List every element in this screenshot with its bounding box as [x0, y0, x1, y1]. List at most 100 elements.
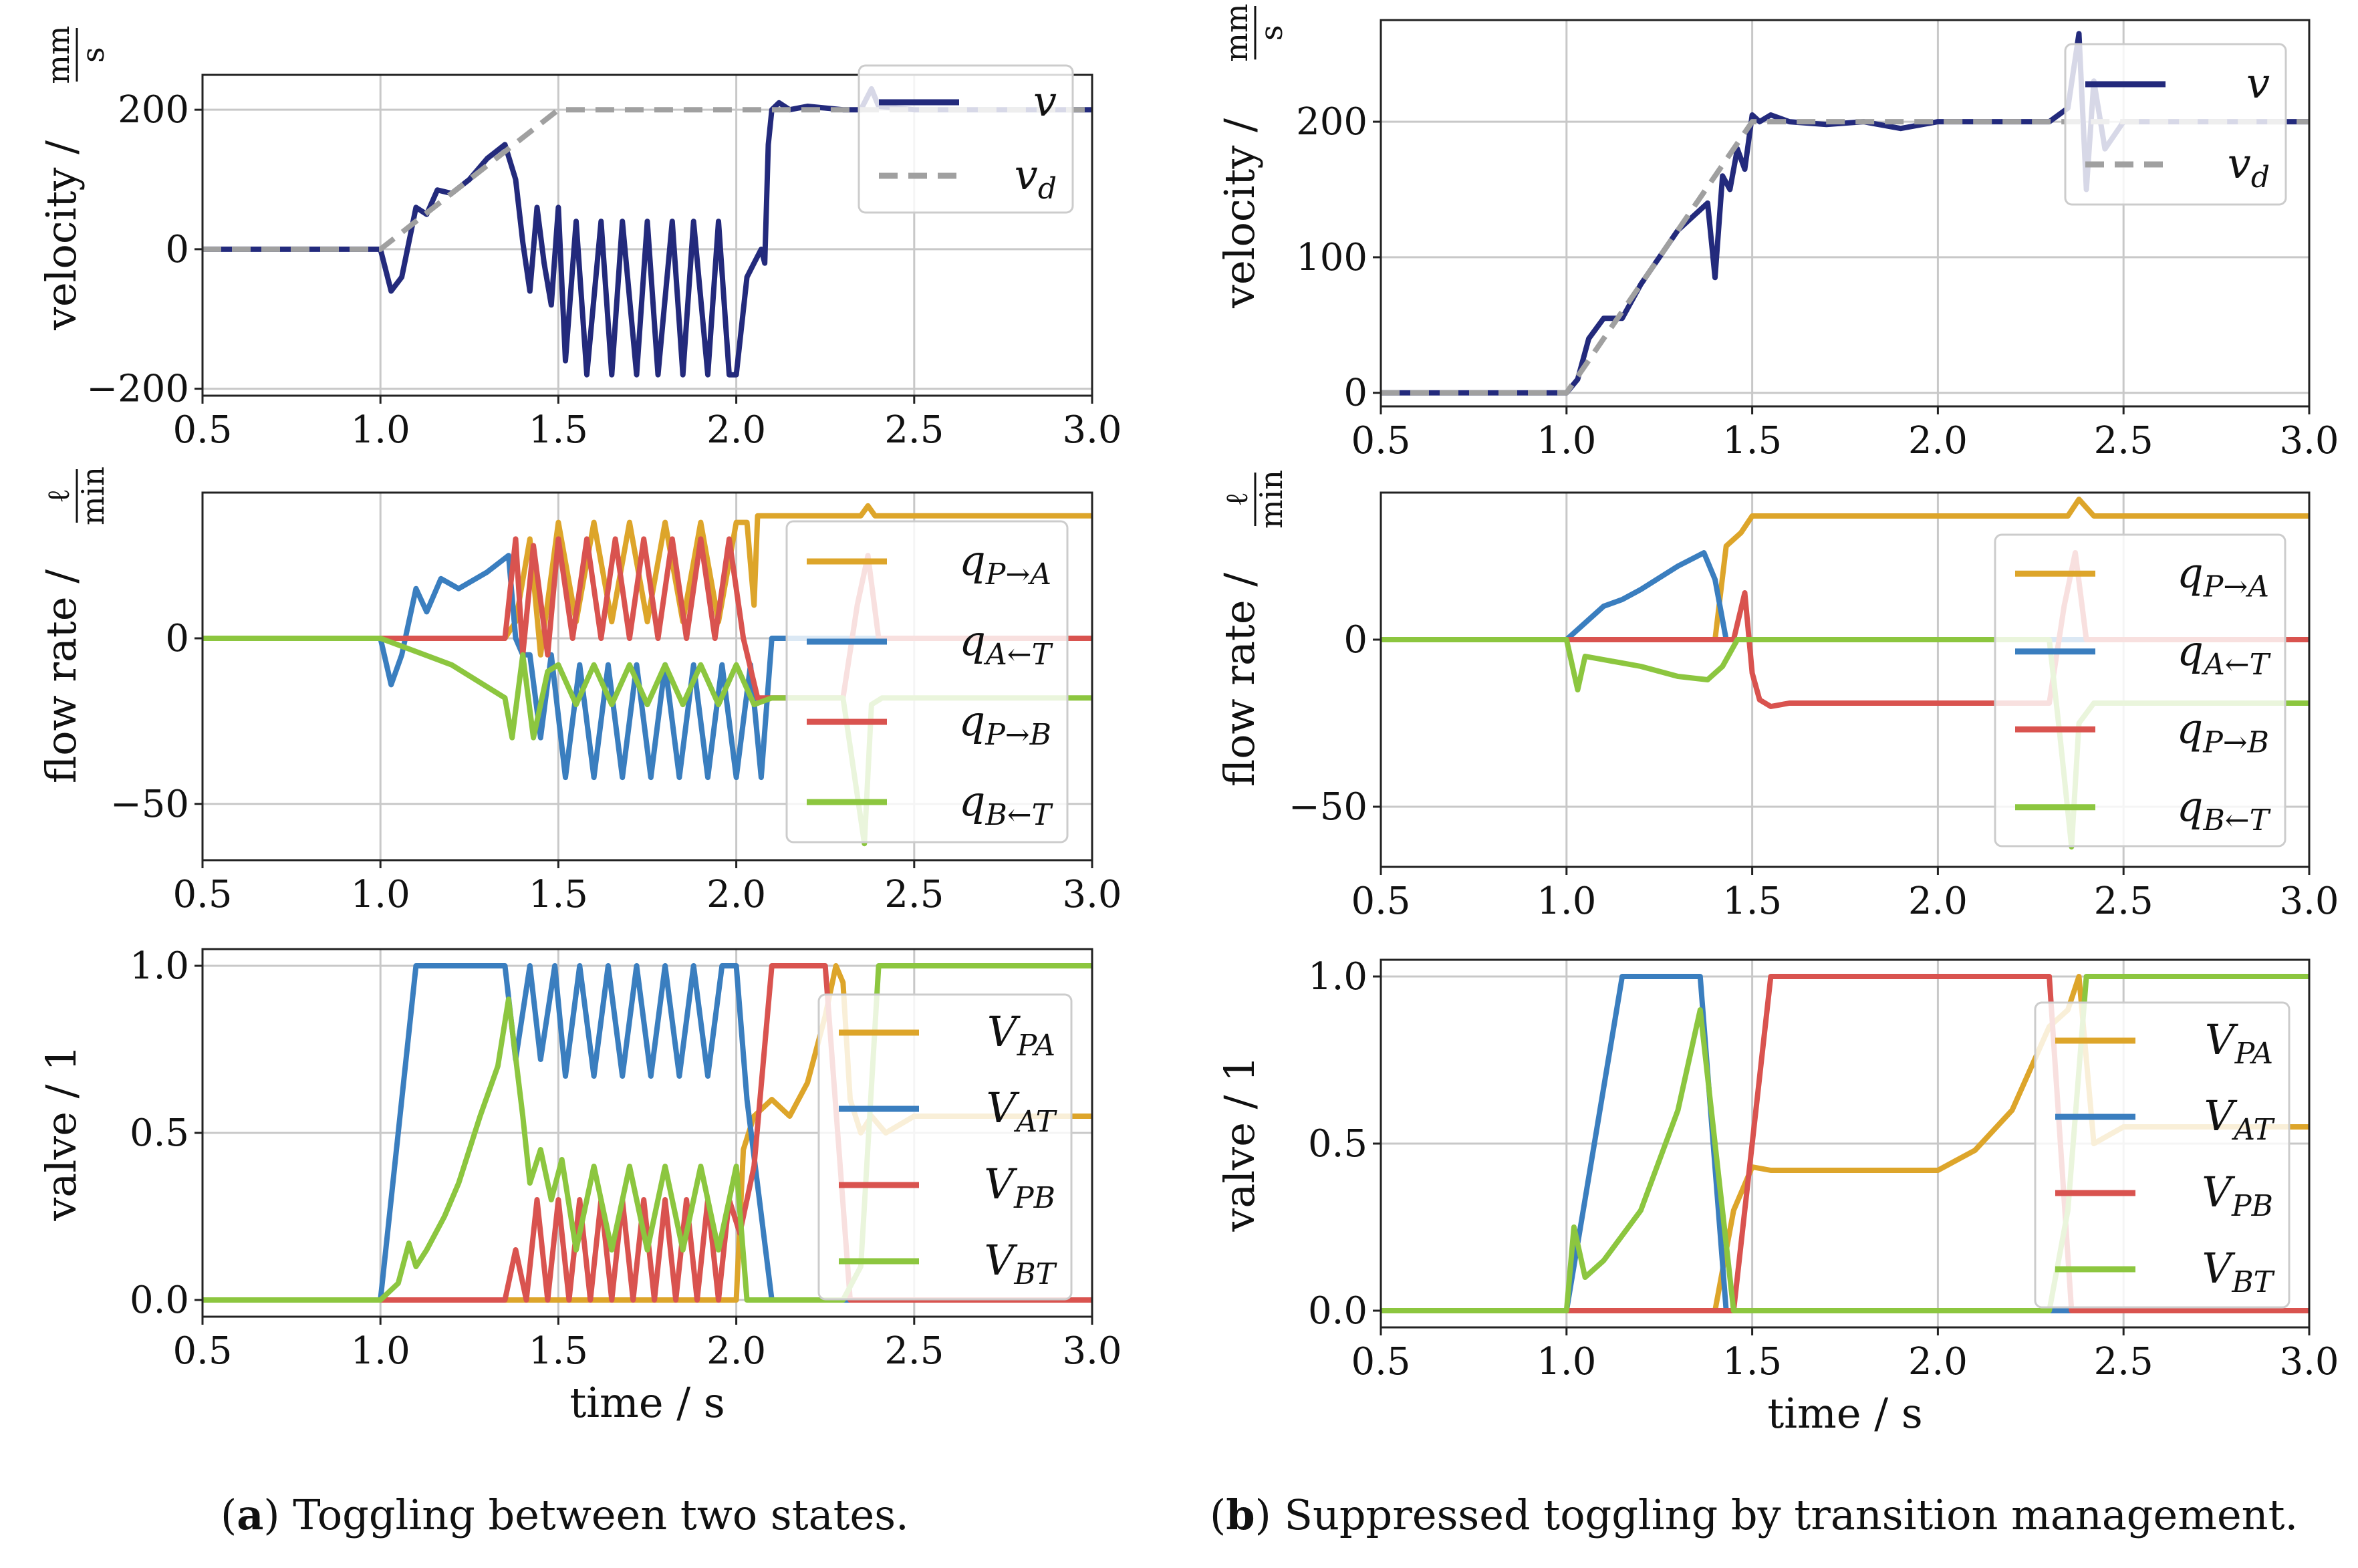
- legend-label: VAT: [2204, 1091, 2276, 1147]
- x-tick-label: 2.0: [706, 1329, 766, 1373]
- legend-box: [1994, 533, 2286, 847]
- y-tick-label: 100: [1296, 236, 1367, 279]
- legend-label: VPA: [2205, 1015, 2273, 1071]
- caption-a-text: Toggling between two states.: [293, 1490, 909, 1539]
- y-axis-label: flow rate /: [1215, 573, 1264, 787]
- y-tick-label: 1.0: [130, 944, 189, 988]
- x-tick-label: 3.0: [1062, 1329, 1122, 1373]
- y-tick-label: 1.0: [1308, 955, 1367, 999]
- legend-box: [785, 520, 1069, 843]
- chart-b-valve: 0.5 1.0 1.5 2.0 2.5 3.0 0.0 0.5 1.0 valve / 1 time…: [1215, 955, 2339, 1438]
- x-tick-label: 2.0: [706, 873, 766, 916]
- x-tick-label: 1.5: [529, 873, 588, 916]
- x-tick-label: 3.0: [2279, 419, 2339, 463]
- y-tick-label: −50: [110, 783, 189, 826]
- legend-box: [2034, 1001, 2290, 1309]
- series-line-q_PA: [1381, 497, 2309, 642]
- legend-label: qP→B: [958, 696, 1051, 752]
- legend-label: qP→B: [2176, 704, 2269, 759]
- series-line-V_PB: [1381, 974, 2309, 1313]
- legend-box: [817, 993, 1073, 1301]
- plot-frame: [1380, 491, 2311, 868]
- y-axis-unit: mms: [1218, 3, 1289, 61]
- x-tick-label: 1.0: [351, 873, 410, 916]
- legend: qP→A qA←T qP→B qB←T: [1994, 533, 2286, 847]
- x-tick-label: 0.5: [1351, 419, 1410, 463]
- chart-b-velocity: 0.5 1.0 1.5 2.0 2.5 3.0 0 100 200 velocity / mms vv…: [1215, 3, 2339, 463]
- x-tick-label: 2.5: [884, 873, 944, 916]
- x-tick-label: 1.5: [1722, 880, 1782, 923]
- legend-label: VAT: [987, 1083, 1058, 1139]
- series-line-v_d: [203, 107, 1092, 252]
- y-unit-numerator: ℓ: [40, 489, 76, 503]
- y-unit-numerator: mm: [1218, 3, 1255, 61]
- y-tick-label: −50: [1289, 785, 1367, 829]
- y-unit-numerator: ℓ: [1218, 492, 1255, 507]
- x-tick-label: 2.5: [884, 1329, 944, 1373]
- x-axis-label: time / s: [1767, 1389, 1922, 1438]
- x-tick-label: 3.0: [1062, 873, 1122, 916]
- x-tick-label: 2.5: [884, 408, 944, 452]
- x-tick-label: 1.5: [529, 408, 588, 452]
- x-tick-label: 1.0: [1537, 419, 1596, 463]
- x-tick-label: 1.0: [1537, 1340, 1596, 1384]
- y-tick-label: −200: [86, 368, 189, 411]
- legend: VPA VAT VPB VBT: [817, 993, 1073, 1301]
- plot-frame: [201, 491, 1093, 862]
- series-line-v_d: [1381, 119, 2309, 396]
- x-tick-label: 2.5: [2094, 419, 2153, 463]
- plot-frame: [201, 74, 1093, 397]
- legend-label: VBT: [985, 1236, 1058, 1291]
- legend-label: VBT: [2202, 1244, 2276, 1299]
- x-tick-label: 0.5: [1351, 880, 1410, 923]
- legend: v vd: [858, 64, 1074, 214]
- y-tick-label: 0: [1343, 618, 1367, 662]
- x-tick-label: 1.5: [1722, 419, 1782, 463]
- legend: v vd: [2064, 43, 2287, 206]
- x-tick-label: 1.0: [351, 1329, 410, 1373]
- x-tick-label: 2.5: [2094, 880, 2153, 923]
- x-tick-label: 2.0: [706, 408, 766, 452]
- y-axis-label: valve / 1: [37, 1045, 86, 1221]
- y-unit-denominator: min: [1253, 470, 1289, 529]
- legend-label: qB←T: [959, 777, 1054, 832]
- x-tick-label: 3.0: [1062, 408, 1122, 452]
- legend-label: qP→A: [959, 536, 1051, 592]
- y-tick-label: 0: [1343, 372, 1367, 415]
- caption-b: (b) Suppressed toggling by transition ma…: [1210, 1490, 2299, 1539]
- legend-label: vd: [2228, 139, 2270, 194]
- legend-label: VPB: [984, 1160, 1055, 1215]
- x-tick-label: 2.0: [1908, 880, 1968, 923]
- y-axis-label: velocity /: [1215, 118, 1264, 309]
- x-tick-label: 1.5: [529, 1329, 588, 1373]
- series-line-q_AT: [203, 553, 1092, 781]
- x-tick-label: 3.0: [2279, 1340, 2339, 1384]
- series-line-V_BT: [203, 963, 1092, 1303]
- x-tick-label: 0.5: [172, 873, 232, 916]
- y-axis-unit: mms: [40, 25, 111, 84]
- legend: VPA VAT VPB VBT: [2034, 1001, 2290, 1309]
- y-tick-label: 0.5: [130, 1112, 189, 1155]
- y-tick-label: 0.0: [130, 1279, 189, 1322]
- y-axis-label: flow rate /: [37, 569, 86, 783]
- legend-label: qP→A: [2177, 548, 2269, 604]
- legend: qP→A qA←T qP→B qB←T: [785, 520, 1069, 843]
- x-tick-label: 2.0: [1908, 419, 1968, 463]
- legend-label: qA←T: [959, 616, 1053, 672]
- y-axis-label: valve / 1: [1215, 1055, 1264, 1232]
- y-tick-label: 0.0: [1308, 1289, 1367, 1333]
- legend-label: v: [2246, 59, 2270, 108]
- x-tick-label: 1.5: [1722, 1340, 1782, 1384]
- plot-frame: [1380, 19, 2311, 408]
- y-unit-numerator: mm: [40, 25, 76, 84]
- caption-a-label: a: [237, 1490, 264, 1539]
- series-line-v: [203, 86, 1092, 378]
- caption-b-label: b: [1226, 1490, 1255, 1539]
- legend-label: qB←T: [2177, 782, 2272, 837]
- y-unit-denominator: s: [75, 47, 111, 63]
